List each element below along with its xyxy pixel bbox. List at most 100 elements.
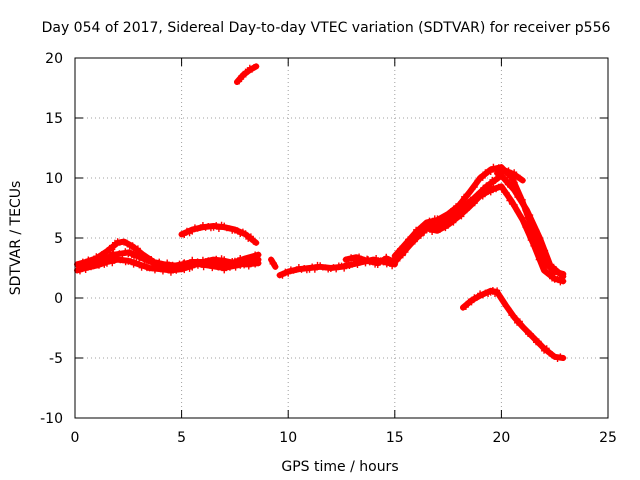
data-point — [215, 226, 222, 232]
data-point — [522, 326, 529, 333]
data-point — [399, 252, 406, 259]
data-point — [505, 305, 512, 312]
data-point — [542, 247, 549, 254]
y-tick-label: 20 — [45, 51, 63, 67]
data-point — [541, 265, 548, 272]
data-point — [479, 174, 486, 181]
y-tick-label: -10 — [40, 411, 63, 427]
data-point — [104, 256, 111, 263]
data-point — [501, 176, 508, 183]
data-point — [492, 291, 499, 297]
data-point — [197, 260, 204, 267]
data-point — [109, 246, 116, 253]
data-point — [508, 312, 515, 319]
data-point — [79, 265, 86, 271]
data-point — [189, 228, 196, 235]
data-point — [462, 304, 469, 310]
data-point — [177, 265, 184, 272]
data-point — [492, 177, 499, 184]
data-point — [270, 260, 277, 267]
data-point — [477, 191, 484, 198]
data-point — [560, 355, 567, 361]
data-point — [464, 202, 471, 208]
data-point — [554, 276, 561, 282]
data-point — [551, 276, 558, 283]
data-point — [486, 183, 493, 190]
data-point — [138, 264, 145, 271]
data-point — [445, 222, 452, 229]
data-point — [218, 264, 225, 271]
series-arc-8 — [494, 167, 526, 184]
data-point — [128, 249, 135, 256]
axes: 0 5 10 15 20 25 -10 -5 0 5 10 15 20 — [40, 51, 617, 446]
data-point — [494, 287, 501, 294]
data-point — [119, 252, 126, 259]
data-point — [109, 260, 116, 267]
data-point — [154, 260, 161, 267]
data-point — [133, 250, 140, 257]
data-point — [243, 258, 250, 265]
data-point — [171, 263, 178, 270]
data-point — [498, 183, 505, 190]
data-point — [84, 264, 91, 271]
data-point — [76, 263, 83, 270]
data-point — [466, 189, 473, 196]
data-point — [148, 259, 155, 265]
x-tick-label: 5 — [177, 430, 186, 446]
data-point — [517, 195, 524, 202]
data-point — [506, 197, 513, 204]
data-point — [538, 343, 545, 350]
data-point — [522, 224, 529, 230]
series-arc-1-middle — [76, 248, 262, 274]
x-tick-label: 0 — [71, 430, 80, 446]
data-point — [209, 265, 216, 272]
data-point — [527, 330, 534, 337]
data-point — [411, 238, 418, 245]
data-point — [468, 299, 475, 306]
series-trace — [460, 287, 567, 361]
data-point — [530, 242, 537, 249]
data-point — [557, 279, 564, 286]
data-point — [241, 262, 248, 269]
data-point — [93, 262, 100, 269]
data-point — [394, 257, 401, 264]
data-point — [244, 69, 251, 75]
x-tick-label: 10 — [279, 430, 297, 446]
data-point — [380, 259, 387, 266]
data-point — [311, 266, 318, 273]
data-point — [423, 226, 430, 233]
data-point — [162, 265, 169, 271]
y-tick-label: -5 — [49, 351, 63, 367]
data-point — [213, 222, 220, 229]
data-point — [123, 239, 130, 246]
data-point — [550, 263, 557, 270]
data-point — [437, 222, 444, 229]
data-point — [213, 255, 220, 262]
data-point — [553, 268, 560, 275]
data-point — [474, 294, 481, 301]
data-point — [511, 313, 518, 319]
data-point — [503, 190, 510, 196]
data-point — [159, 268, 166, 275]
data-point — [520, 202, 527, 209]
data-point — [103, 260, 110, 267]
data-point — [496, 171, 503, 178]
data-point — [519, 214, 526, 221]
data-point — [246, 261, 253, 268]
data-point — [547, 264, 554, 271]
data-point — [543, 345, 550, 352]
data-point — [516, 318, 523, 325]
series-arc-3 — [234, 63, 260, 85]
data-point — [174, 262, 181, 269]
data-point — [511, 186, 518, 193]
data-point — [505, 167, 512, 174]
series-arc-9 — [460, 287, 567, 362]
data-point — [530, 222, 537, 229]
data-point — [253, 239, 260, 246]
data-point — [533, 246, 540, 253]
data-point — [135, 260, 142, 267]
data-point — [511, 201, 518, 208]
data-point — [538, 258, 545, 265]
data-point — [557, 270, 564, 277]
x-axis-label: GPS time / hours — [281, 459, 398, 475]
